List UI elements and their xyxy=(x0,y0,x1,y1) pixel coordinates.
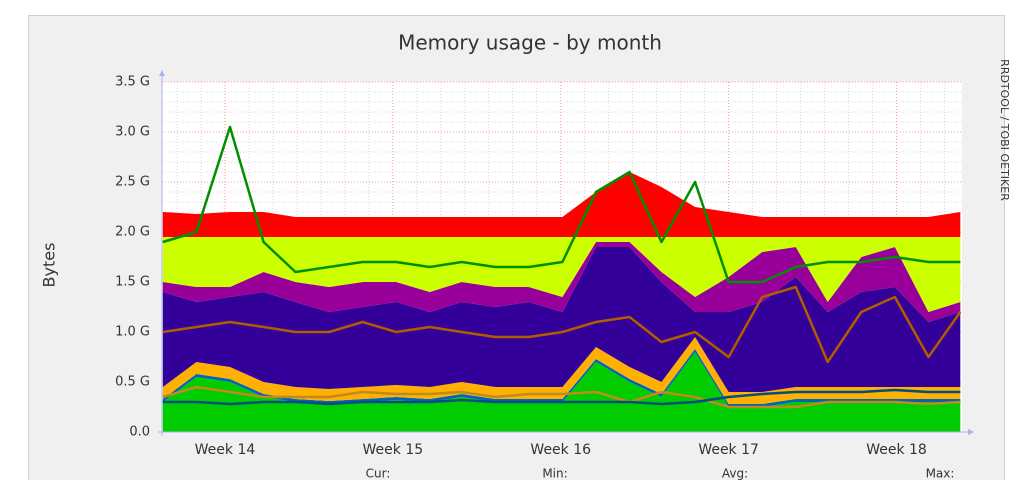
series-line xyxy=(162,385,961,409)
y-tick-label: 0.0 xyxy=(129,425,150,440)
series-line xyxy=(162,388,961,406)
x-tick-label: Week 18 xyxy=(866,442,927,458)
legend-header: Min: xyxy=(542,467,567,480)
x-axis-arrow xyxy=(968,429,974,435)
y-tick-label: 3.5 G xyxy=(115,75,150,90)
legend-header: Max: xyxy=(926,467,955,480)
y-axis-label: Bytes xyxy=(40,243,59,288)
y-tick-label: 1.5 G xyxy=(115,275,150,290)
series-line xyxy=(162,125,961,284)
stacked-area xyxy=(162,172,961,237)
x-tick-label: Week 17 xyxy=(698,442,759,458)
legend-header: Cur: xyxy=(366,467,391,480)
y-tick-label: 2.0 G xyxy=(115,225,150,240)
y-tick-label: 3.0 G xyxy=(115,125,150,140)
stacked-area xyxy=(162,247,961,392)
legend-header: Avg: xyxy=(722,467,748,480)
stacked-area xyxy=(162,242,961,322)
stacked-area xyxy=(162,337,961,404)
series-line xyxy=(162,285,962,364)
stacked-area xyxy=(162,352,961,432)
stacked-area xyxy=(162,237,961,312)
watermark: RRDTOOL / TOBI OETIKER xyxy=(998,59,1011,201)
x-tick-label: Week 15 xyxy=(363,442,424,458)
x-tick-label: Week 14 xyxy=(195,442,256,458)
y-tick-label: 0.5 G xyxy=(115,375,150,390)
chart-title: Memory usage - by month xyxy=(398,31,662,55)
y-tick-label: 2.5 G xyxy=(115,175,150,190)
y-tick-label: 1.0 G xyxy=(115,325,150,340)
x-tick-label: Week 16 xyxy=(530,442,591,458)
y-axis-arrow xyxy=(159,70,165,76)
